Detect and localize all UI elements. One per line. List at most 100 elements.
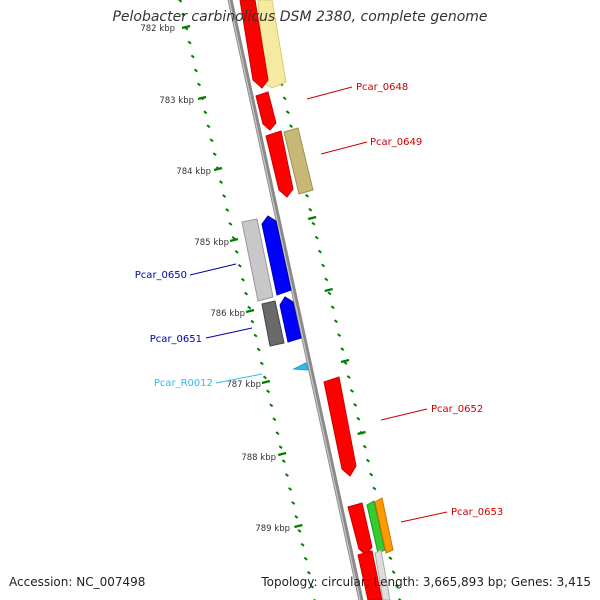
gene-label-pcar-r0012[interactable]: Pcar_R0012 bbox=[154, 378, 213, 389]
gene-label-pcar-0650[interactable]: Pcar_0650 bbox=[135, 270, 187, 281]
major-tick bbox=[213, 166, 223, 172]
minor-tick bbox=[285, 110, 290, 115]
minor-tick bbox=[289, 124, 294, 129]
minor-tick bbox=[282, 96, 287, 101]
gene-feature-pcar-0651[interactable] bbox=[279, 296, 302, 343]
minor-tick bbox=[288, 487, 293, 491]
minor-tick bbox=[353, 402, 358, 407]
genome-backbone bbox=[227, 0, 364, 600]
gene-label-pcar-0651[interactable]: Pcar_0651 bbox=[150, 334, 202, 345]
minor-tick bbox=[250, 319, 255, 324]
gene-label-pcar-0653[interactable]: Pcar_0653 bbox=[451, 507, 503, 518]
minor-tick bbox=[349, 389, 354, 393]
minor-tick bbox=[356, 416, 361, 421]
minor-tick bbox=[330, 305, 335, 310]
minor-tick bbox=[294, 515, 299, 519]
minor-tick bbox=[291, 501, 296, 505]
gene-feature-pcar-r0012[interactable] bbox=[292, 362, 309, 371]
minor-tick bbox=[234, 249, 239, 254]
minor-tick bbox=[372, 486, 377, 491]
leader-line bbox=[400, 511, 448, 523]
minor-tick bbox=[247, 305, 252, 310]
gene-feature-bottom-red[interactable] bbox=[357, 550, 383, 600]
minor-tick bbox=[266, 389, 271, 394]
minor-tick bbox=[197, 82, 202, 87]
major-tick bbox=[245, 308, 255, 314]
scale-label: 785 kbp bbox=[194, 238, 229, 248]
minor-tick bbox=[369, 472, 374, 477]
minor-tick bbox=[337, 333, 342, 338]
minor-tick bbox=[333, 319, 338, 324]
gene-feature-pcar-0652[interactable] bbox=[323, 376, 357, 477]
major-tick bbox=[229, 237, 239, 243]
minor-tick bbox=[300, 542, 305, 547]
accession-text: Accession: NC_007498 bbox=[9, 575, 146, 589]
leader-line bbox=[320, 141, 368, 155]
gene-feature-pcar-0649[interactable] bbox=[283, 127, 314, 195]
gene-label-pcar-0649[interactable]: Pcar_0649 bbox=[370, 137, 422, 148]
major-tick bbox=[307, 215, 317, 221]
minor-tick bbox=[281, 459, 286, 463]
minor-tick bbox=[310, 584, 315, 589]
major-tick bbox=[277, 451, 287, 457]
genome-summary-text: Topology: circular; Length: 3,665,893 bp… bbox=[261, 575, 591, 589]
minor-tick bbox=[365, 458, 370, 463]
gene-feature-pcar-0649-red[interactable] bbox=[265, 130, 294, 198]
major-tick bbox=[294, 523, 303, 529]
gene-feature-pcar-0653[interactable] bbox=[374, 497, 394, 554]
minor-tick bbox=[391, 570, 396, 574]
minor-tick bbox=[219, 180, 224, 184]
scale-label: 787 kbp bbox=[226, 380, 261, 390]
leader-line bbox=[215, 373, 263, 384]
gene-feature-bottom-gray[interactable] bbox=[374, 549, 391, 600]
minor-tick bbox=[262, 375, 267, 380]
minor-tick bbox=[317, 249, 322, 254]
major-tick bbox=[324, 287, 333, 293]
major-tick bbox=[197, 95, 207, 101]
leader-line bbox=[189, 263, 237, 276]
scale-track-left bbox=[178, 0, 317, 600]
minor-tick bbox=[305, 193, 310, 198]
gene-feature-pcar-0650-gray[interactable] bbox=[241, 218, 274, 302]
scale-label: 788 kbp bbox=[241, 453, 276, 463]
minor-tick bbox=[346, 375, 351, 379]
gene-feature-pcar-0647[interactable] bbox=[239, 0, 269, 89]
minor-tick bbox=[231, 235, 236, 240]
minor-tick bbox=[311, 221, 316, 226]
gene-feature-pcar-0651-gray[interactable] bbox=[261, 300, 285, 347]
leader-line bbox=[205, 327, 253, 339]
minor-tick bbox=[228, 222, 233, 226]
major-tick bbox=[340, 358, 350, 364]
minor-tick bbox=[308, 207, 313, 212]
minor-tick bbox=[206, 124, 211, 129]
gene-feature-pcar-0648[interactable] bbox=[255, 91, 277, 131]
gene-label-pcar-0648[interactable]: Pcar_0648 bbox=[356, 82, 408, 93]
minor-tick bbox=[259, 361, 264, 366]
scale-label: 783 kbp bbox=[159, 96, 194, 106]
minor-tick bbox=[240, 277, 245, 282]
minor-tick bbox=[314, 235, 319, 240]
minor-tick bbox=[272, 417, 277, 422]
minor-tick bbox=[284, 473, 289, 477]
minor-tick bbox=[324, 277, 329, 282]
minor-tick bbox=[222, 194, 227, 198]
minor-tick bbox=[181, 12, 186, 17]
page-title: Pelobacter carbinolicus DSM 2380, comple… bbox=[112, 9, 488, 25]
leader-line bbox=[380, 408, 428, 421]
minor-tick bbox=[212, 152, 217, 157]
gene-label-pcar-0652[interactable]: Pcar_0652 bbox=[431, 404, 483, 415]
minor-tick bbox=[362, 444, 367, 449]
minor-tick bbox=[253, 333, 258, 338]
minor-tick bbox=[244, 291, 249, 296]
minor-tick bbox=[394, 584, 399, 588]
gene-feature-pcar-0653-red[interactable] bbox=[347, 502, 373, 556]
minor-tick bbox=[275, 431, 280, 436]
minor-tick bbox=[269, 403, 274, 408]
minor-tick bbox=[306, 570, 311, 575]
gene-feature-pcar-0650[interactable] bbox=[261, 215, 292, 296]
scale-label: 786 kbp bbox=[210, 309, 245, 319]
minor-tick bbox=[193, 68, 198, 73]
minor-tick bbox=[203, 110, 208, 115]
minor-tick bbox=[297, 528, 302, 533]
